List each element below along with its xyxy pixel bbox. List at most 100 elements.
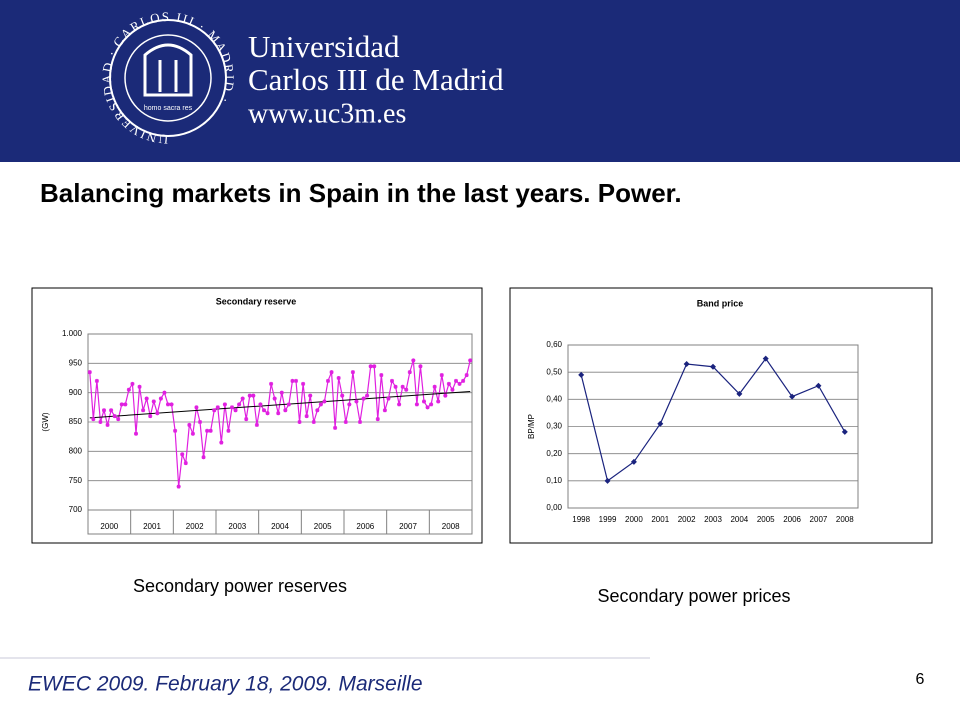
x-tick-label: 1999 — [599, 515, 617, 524]
data-point — [162, 390, 167, 395]
data-point — [109, 408, 114, 413]
data-point — [368, 364, 373, 369]
data-point — [308, 393, 313, 398]
data-point — [297, 420, 302, 424]
data-point — [372, 364, 377, 369]
data-point — [450, 387, 455, 392]
data-point — [329, 370, 334, 375]
data-point — [98, 420, 103, 424]
data-point — [247, 393, 252, 398]
data-point — [343, 420, 348, 424]
data-point — [286, 402, 291, 407]
data-point — [116, 417, 121, 422]
data-point — [461, 378, 466, 383]
data-point — [148, 414, 153, 419]
data-point — [446, 381, 451, 386]
caption: Secondary power prices — [597, 586, 790, 606]
data-point — [258, 402, 263, 407]
data-point — [736, 390, 743, 397]
y-tick-label: 750 — [69, 476, 83, 485]
series-line — [89, 360, 471, 487]
data-point — [762, 355, 769, 362]
x-tick-label: 2001 — [143, 522, 161, 531]
data-point — [464, 373, 469, 378]
data-point — [841, 428, 848, 435]
data-point — [382, 408, 387, 413]
data-point — [190, 431, 195, 436]
university-name: Carlos III de Madrid — [248, 62, 504, 97]
x-tick-label: 2000 — [625, 515, 643, 524]
data-point — [604, 477, 611, 484]
data-point — [397, 402, 402, 407]
data-point — [350, 370, 355, 375]
x-tick-label: 2008 — [836, 515, 854, 524]
data-point — [425, 405, 430, 410]
data-point — [134, 431, 138, 436]
y-tick-label: 1.000 — [62, 329, 83, 338]
data-point — [123, 402, 128, 407]
y-axis-label: (GW) — [41, 412, 50, 431]
x-tick-label: 2007 — [810, 515, 828, 524]
data-point — [710, 363, 716, 370]
university-name: Universidad — [248, 29, 400, 64]
chart-title: Secondary reserve — [216, 296, 297, 306]
data-point — [230, 405, 234, 410]
data-point — [294, 378, 298, 383]
data-point — [166, 402, 170, 407]
data-point — [365, 393, 370, 398]
data-point — [215, 405, 220, 410]
y-tick-label: 0,20 — [546, 449, 562, 458]
data-point — [169, 402, 174, 407]
y-tick-label: 900 — [69, 388, 83, 397]
data-point — [322, 399, 327, 404]
data-point — [212, 408, 217, 413]
data-point — [102, 408, 106, 413]
data-point — [657, 420, 664, 427]
data-point — [386, 396, 391, 401]
y-tick-label: 0,10 — [546, 476, 562, 485]
data-point — [176, 484, 181, 489]
data-point — [340, 393, 345, 398]
data-point — [244, 417, 249, 422]
data-point — [187, 422, 192, 427]
data-point — [205, 428, 210, 433]
y-tick-label: 0,00 — [546, 503, 562, 512]
data-point — [173, 428, 178, 433]
data-point — [272, 396, 277, 401]
x-tick-label: 2007 — [399, 522, 417, 531]
x-tick-label: 2005 — [757, 515, 775, 524]
data-point — [400, 384, 405, 389]
data-point — [333, 425, 338, 430]
x-tick-label: 2006 — [783, 515, 801, 524]
data-point — [301, 381, 306, 386]
data-point — [422, 399, 426, 404]
data-point — [436, 399, 441, 404]
x-tick-label: 2005 — [314, 522, 332, 531]
x-tick-label: 2001 — [651, 515, 669, 524]
data-point — [418, 364, 423, 369]
y-tick-label: 950 — [69, 358, 83, 367]
data-point — [276, 411, 281, 416]
data-point — [630, 458, 637, 465]
data-point — [358, 420, 362, 424]
data-point — [468, 358, 473, 363]
data-point — [141, 408, 146, 413]
data-point — [443, 393, 448, 398]
data-point — [269, 381, 274, 386]
x-tick-label: 2006 — [356, 522, 374, 531]
data-point — [393, 384, 398, 389]
data-point — [222, 402, 227, 407]
data-point — [304, 414, 309, 419]
data-point — [91, 417, 96, 422]
x-tick-label: 2008 — [442, 522, 460, 531]
data-point — [254, 422, 259, 427]
x-axis-band — [87, 509, 473, 535]
x-tick-label: 2002 — [678, 515, 696, 524]
data-point — [137, 384, 142, 389]
data-point — [151, 399, 156, 404]
data-point — [407, 370, 412, 375]
data-point — [233, 408, 238, 413]
y-tick-label: 0,30 — [546, 422, 562, 431]
data-point — [311, 420, 316, 424]
